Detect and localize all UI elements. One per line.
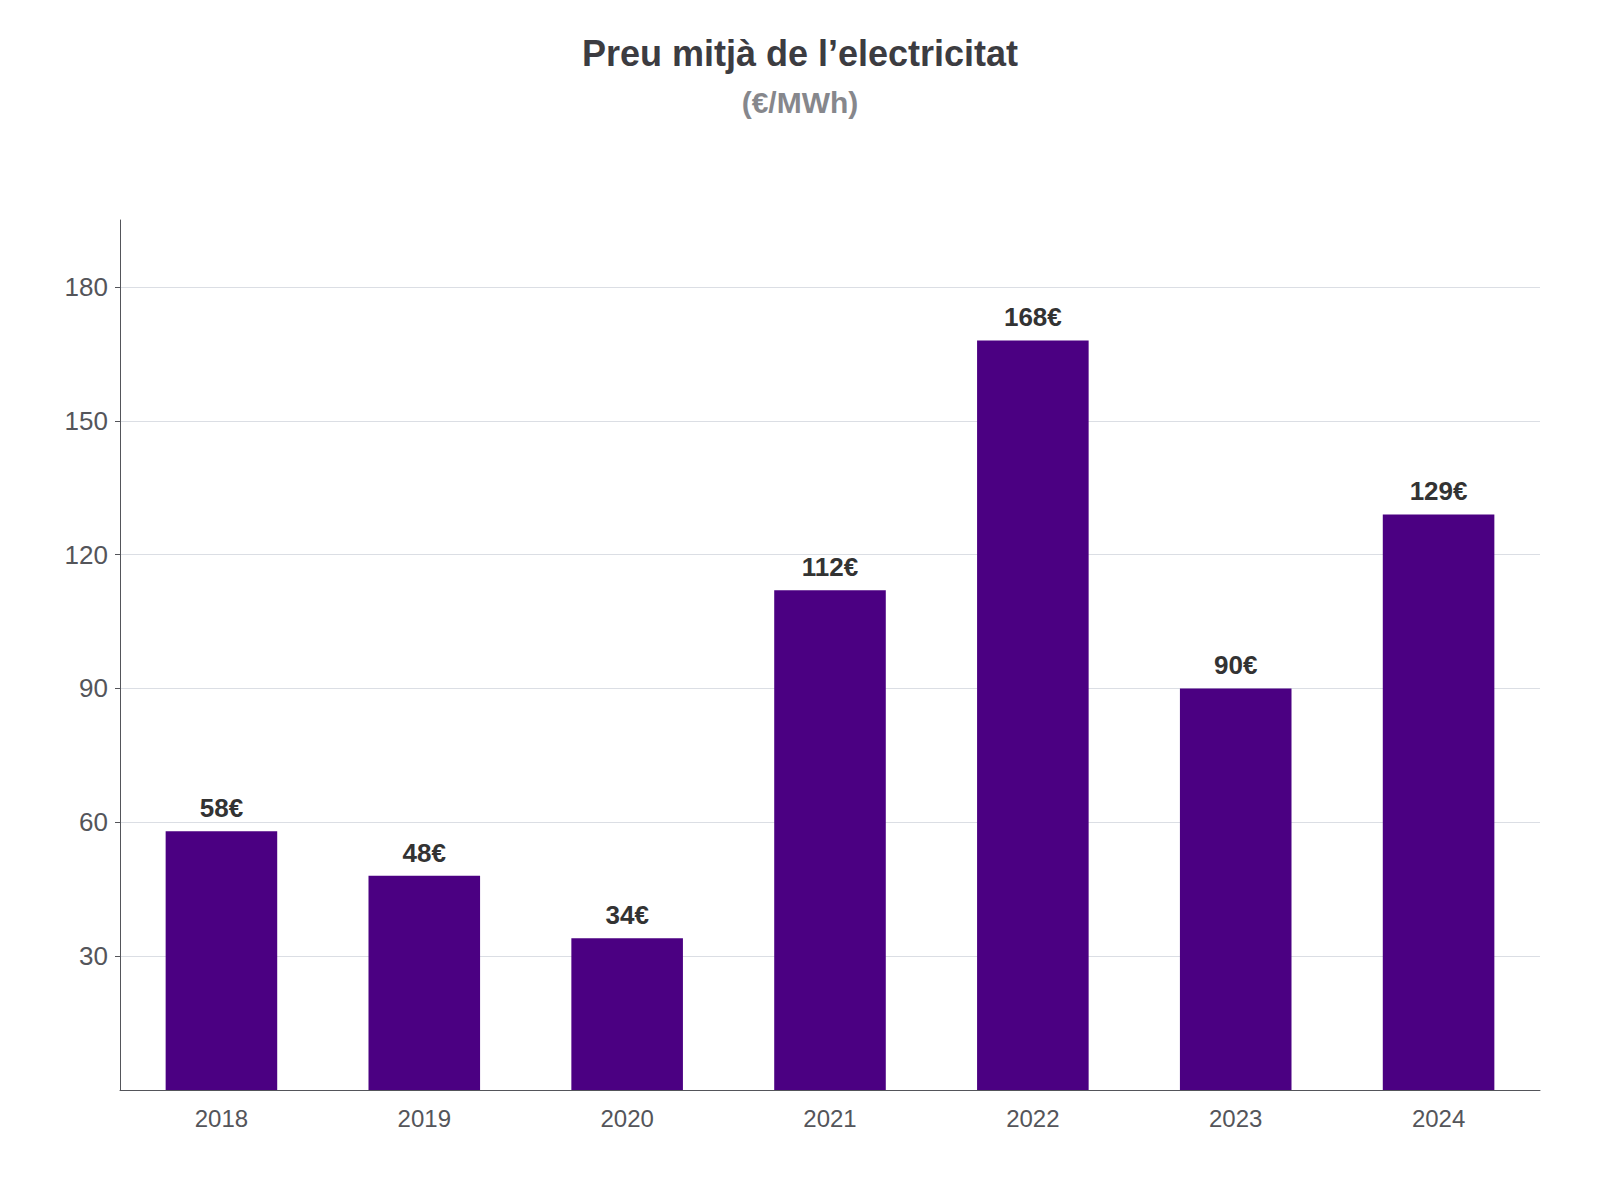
svg-text:2024: 2024: [1412, 1105, 1465, 1132]
svg-text:120: 120: [65, 540, 108, 570]
svg-text:2023: 2023: [1209, 1105, 1262, 1132]
svg-text:180: 180: [65, 272, 108, 302]
svg-text:2019: 2019: [398, 1105, 451, 1132]
svg-text:2018: 2018: [195, 1105, 248, 1132]
svg-text:129€: 129€: [1410, 476, 1468, 506]
svg-text:34€: 34€: [605, 900, 648, 930]
svg-text:48€: 48€: [403, 838, 446, 868]
svg-text:60: 60: [79, 807, 108, 837]
svg-text:58€: 58€: [200, 793, 243, 823]
svg-text:Preu mitjà de l’electricitat: Preu mitjà de l’electricitat: [582, 33, 1018, 74]
svg-text:2022: 2022: [1006, 1105, 1059, 1132]
svg-text:2021: 2021: [803, 1105, 856, 1132]
svg-text:90€: 90€: [1214, 650, 1257, 680]
svg-text:90: 90: [79, 673, 108, 703]
svg-text:2020: 2020: [600, 1105, 653, 1132]
svg-text:30: 30: [79, 941, 108, 971]
svg-text:(€/MWh): (€/MWh): [742, 86, 859, 119]
svg-text:150: 150: [65, 406, 108, 436]
svg-text:112€: 112€: [802, 552, 858, 582]
svg-text:168€: 168€: [1004, 302, 1062, 332]
